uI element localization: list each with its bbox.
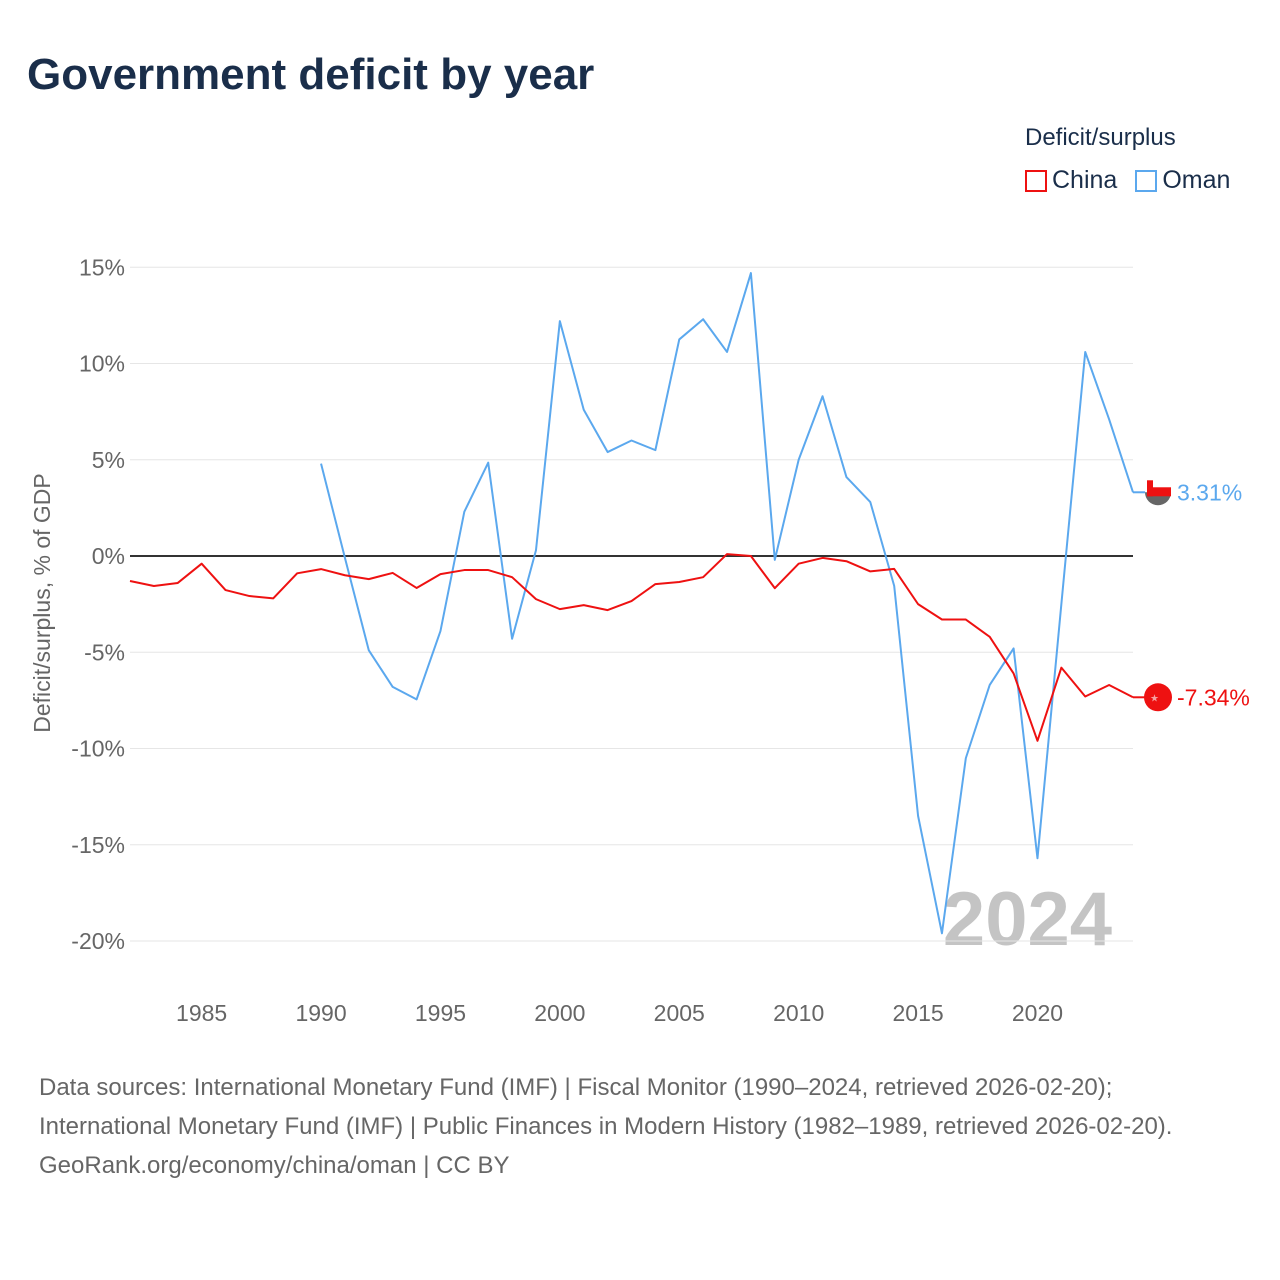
y-tick-label: 10% (79, 351, 125, 377)
china-flag-icon (1144, 683, 1172, 712)
line-chart: 2024 15% 10% 5% 0% -5% -10% -15% -20% 1985 1990 199… (29, 254, 1250, 1026)
x-tick-label: 1985 (176, 1000, 227, 1026)
y-tick-label: -10% (71, 736, 125, 762)
end-label-china: -7.34% (1177, 684, 1250, 710)
y-tick-label: 0% (92, 543, 125, 569)
watermark-year: 2024 (943, 877, 1112, 962)
y-tick-label: -20% (71, 928, 125, 954)
footer: Data sources: International Monetary Fun… (39, 1068, 1239, 1185)
legend-label-oman: Oman (1162, 166, 1231, 194)
series-line-oman (320, 272, 1134, 935)
legend-item-china[interactable]: China (1025, 166, 1117, 195)
legend-label-china: China (1052, 166, 1118, 194)
x-tick-label: 1995 (415, 1000, 466, 1026)
legend: China Oman (1025, 166, 1230, 195)
y-tick-label: -15% (71, 832, 125, 858)
y-tick-label: -5% (84, 639, 125, 665)
oman-flag-red-hoist (1147, 480, 1153, 497)
legend-swatch-oman (1135, 169, 1158, 192)
y-axis-label: Deficit/surplus, % of GDP (29, 473, 55, 732)
x-tick-label: 2005 (654, 1000, 705, 1026)
legend-title: Deficit/surplus (1025, 124, 1176, 151)
china-flag-star: ★ (1150, 693, 1159, 704)
legend-swatch-china (1025, 169, 1047, 192)
y-tick-label: 5% (92, 447, 125, 473)
oman-flag-red-band (1147, 487, 1171, 497)
x-tick-label: 2020 (1012, 1000, 1063, 1026)
x-tick-label: 2015 (892, 1000, 943, 1026)
y-tick-label: 15% (79, 254, 125, 280)
x-tick-label: 1990 (295, 1000, 346, 1026)
chart-title: Government deficit by year (27, 50, 595, 99)
end-label-oman: 3.31% (1177, 479, 1242, 505)
series-line-china (129, 553, 1134, 742)
x-tick-label: 2000 (534, 1000, 585, 1026)
legend-item-oman[interactable]: Oman (1135, 166, 1230, 195)
credit-link[interactable]: GeoRank.org/economy/china/oman | CC BY (39, 1152, 510, 1179)
data-sources: Data sources: International Monetary Fun… (39, 1074, 1173, 1140)
x-tick-label: 2010 (773, 1000, 824, 1026)
